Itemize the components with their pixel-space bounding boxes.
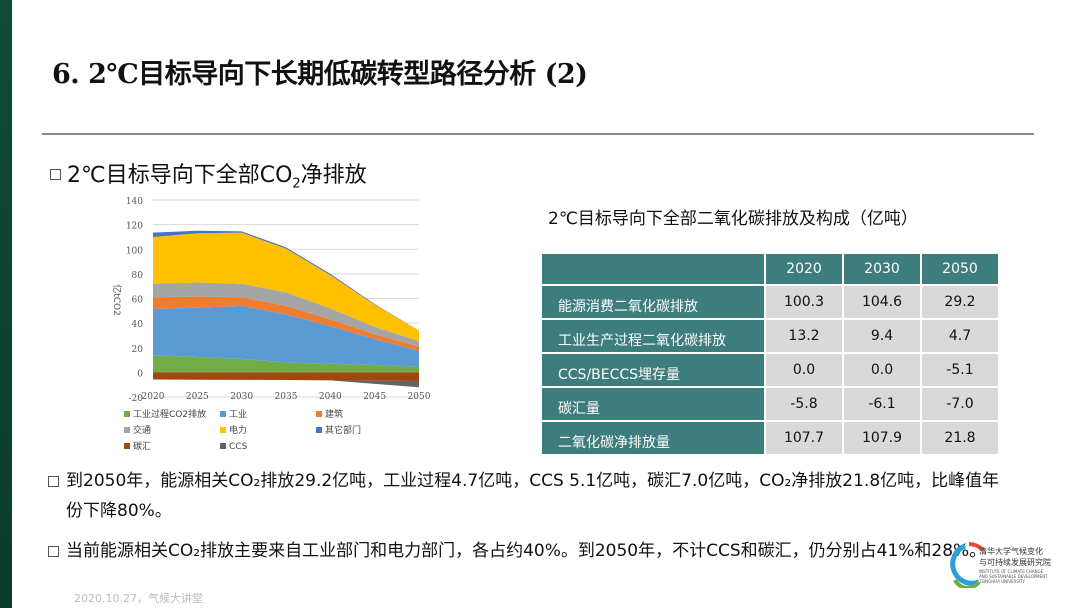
y-tick-label: 140 [126, 197, 143, 207]
footer-text: 2020.10.27，气候大讲堂 [74, 592, 203, 605]
area-CCS [153, 379, 419, 388]
y-tick-label: 20 [132, 345, 144, 355]
emissions-table: 2020 2030 2050 能源消费二氧化碳排放 100.3 104.6 29.2 工业… [540, 252, 1000, 456]
cell: 107.9 [842, 420, 922, 456]
table-row: 二氧化碳净排放量 107.7 107.9 21.8 [540, 420, 1000, 456]
x-tick-label: 2035 [275, 392, 298, 402]
svg-text:清华大学气候变化: 清华大学气候变化 [979, 546, 1043, 556]
cell: 104.6 [842, 284, 922, 320]
divider [42, 133, 1034, 135]
institute-logo: 清华大学气候变化 与可持续发展研究院 INSTITUTE OF CLIMATE CH… [935, 540, 1080, 592]
legend-swatch [316, 411, 322, 417]
area-碳汇 [153, 372, 419, 381]
x-tick-label: 2030 [230, 392, 253, 402]
row-label: 碳汇量 [540, 386, 766, 422]
bullet-box-icon [48, 476, 59, 487]
section-heading: 2℃目标导向下全部CO2净排放 [50, 157, 367, 191]
y-axis-label: 亿tCO2 [111, 284, 123, 316]
cell: -7.0 [920, 386, 1000, 422]
area-电力 [153, 232, 419, 341]
x-tick-label: 2045 [363, 392, 386, 402]
legend-label: CCS [229, 442, 248, 452]
area-建筑 [153, 296, 419, 351]
legend-label: 工业 [229, 409, 247, 420]
legend-swatch [316, 427, 322, 433]
bullet-text: 当前能源相关CO₂排放主要来自工业部门和电力部门，各占约40%。到2050年，不… [66, 541, 987, 561]
cell: 4.7 [920, 318, 1000, 354]
header-cell [540, 252, 766, 286]
legend-swatch [220, 411, 226, 417]
table-title: 2℃目标导向下全部二氧化碳排放及构成（亿吨） [548, 209, 918, 229]
y-tick-label: 0 [137, 369, 143, 379]
legend-label: 交通 [133, 424, 151, 436]
subtitle-text: 2℃目标导向下全部CO [67, 163, 293, 188]
row-label: 能源消费二氧化碳排放 [540, 284, 766, 320]
cell: 0.0 [764, 352, 844, 388]
table-row: CCS/BECCS埋存量 0.0 0.0 -5.1 [540, 352, 1000, 388]
cell: 0.0 [842, 352, 922, 388]
table-row: 碳汇量 -5.8 -6.1 -7.0 [540, 386, 1000, 422]
y-tick-label: 100 [126, 246, 143, 256]
bullet-2: 当前能源相关CO₂排放主要来自工业部门和电力部门，各占约40%。到2050年，不… [48, 536, 1008, 566]
y-tick-label: 80 [132, 271, 144, 281]
legend-swatch [124, 427, 130, 433]
header-cell: 2050 [920, 252, 1000, 286]
bullet-text: 到2050年，能源相关CO₂排放29.2亿吨，工业过程4.7亿吨，CCS 5.1… [66, 471, 1000, 521]
cell: -6.1 [842, 386, 922, 422]
cell: 13.2 [764, 318, 844, 354]
legend-swatch [124, 443, 130, 449]
legend-label: 电力 [229, 424, 247, 436]
cell: -5.8 [764, 386, 844, 422]
cell: 29.2 [920, 284, 1000, 320]
cell: 21.8 [920, 420, 1000, 456]
legend-label: 建筑 [325, 408, 343, 420]
legend-label: 其它部门 [325, 424, 361, 436]
bullet-1: 到2050年，能源相关CO₂排放29.2亿吨，工业过程4.7亿吨，CCS 5.1… [48, 466, 1008, 526]
area-工业过程CO2排放 [153, 355, 419, 373]
bullet-box-icon [48, 546, 59, 557]
legend-label: 碳汇 [133, 440, 151, 452]
legend-label: 工业过程CO2排放 [133, 408, 206, 420]
x-tick-label: 2040 [319, 392, 342, 402]
subtitle-post: 净排放 [300, 163, 367, 188]
svg-text:INSTITUTE OF CLIMATE CHANGE: INSTITUTE OF CLIMATE CHANGE [979, 569, 1044, 574]
legend-swatch [220, 443, 226, 449]
cell: 100.3 [764, 284, 844, 320]
legend-swatch [124, 411, 130, 417]
row-label: 工业生产过程二氧化碳排放 [540, 318, 766, 354]
x-tick-label: 2025 [186, 392, 209, 402]
table-row: 能源消费二氧化碳排放 100.3 104.6 29.2 [540, 284, 1000, 320]
cell: -5.1 [920, 352, 1000, 388]
svg-text:与可持续发展研究院: 与可持续发展研究院 [979, 557, 1051, 567]
row-label: CCS/BECCS埋存量 [540, 352, 766, 388]
x-tick-label: 2050 [408, 392, 431, 402]
side-stripe [0, 0, 12, 608]
header-cell: 2030 [842, 252, 922, 286]
area-工业 [153, 305, 419, 367]
y-tick-label: 60 [132, 296, 144, 306]
svg-text:TSINGHUA UNIVERSITY: TSINGHUA UNIVERSITY [978, 579, 1026, 584]
row-label: 二氧化碳净排放量 [540, 420, 766, 456]
page-title: 6. 2℃目标导向下长期低碳转型路径分析 (2) [52, 59, 588, 90]
svg-text:AND SUSTAINABLE DEVELOPMENT: AND SUSTAINABLE DEVELOPMENT [979, 574, 1048, 579]
bullet-box-icon [50, 168, 61, 180]
y-tick-label: -20 [129, 394, 144, 404]
header-cell: 2020 [764, 252, 844, 286]
area-交通 [153, 282, 419, 347]
cell: 9.4 [842, 318, 922, 354]
x-tick-label: 2020 [142, 392, 165, 402]
table-row: 工业生产过程二氧化碳排放 13.2 9.4 4.7 [540, 318, 1000, 354]
legend-swatch [220, 427, 226, 433]
y-tick-label: 120 [126, 222, 143, 232]
subtitle-sub: 2 [292, 176, 301, 192]
cell: 107.7 [764, 420, 844, 456]
y-tick-label: 40 [132, 320, 144, 330]
table-header-row: 2020 2030 2050 [540, 252, 1000, 286]
